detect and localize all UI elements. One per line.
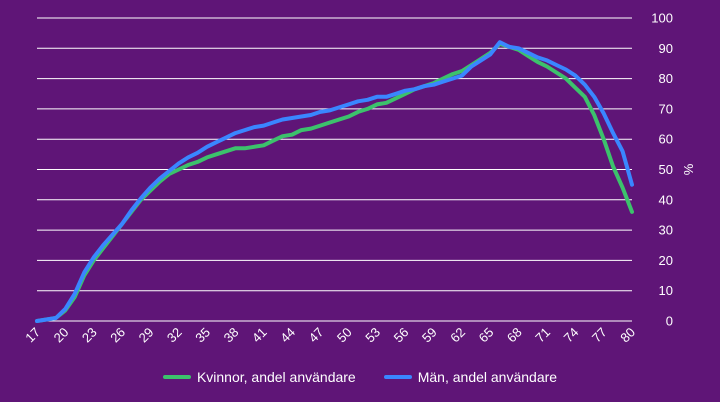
y-tick-label: 0 <box>666 314 673 329</box>
y-tick-label: 50 <box>659 162 673 177</box>
y-tick-label: 40 <box>659 192 673 207</box>
chart-legend: Kvinnor, andel användare Män, andel anvä… <box>0 369 720 385</box>
x-tick-label: 20 <box>51 325 72 346</box>
x-tick-label: 74 <box>561 325 582 346</box>
y-tick-label: 70 <box>659 101 673 116</box>
x-tick-label: 53 <box>362 325 383 346</box>
x-tick-label: 44 <box>277 325 298 346</box>
x-tick-label: 41 <box>249 325 270 346</box>
legend-swatch-women <box>162 375 191 379</box>
legend-label-men: Män, andel användare <box>417 369 558 385</box>
x-tick-label: 23 <box>79 325 100 346</box>
x-tick-label: 26 <box>107 325 128 346</box>
x-tick-label: 47 <box>306 325 327 346</box>
x-tick-label: 32 <box>164 325 185 346</box>
x-tick-label: 56 <box>391 325 412 346</box>
y-tick-label: 60 <box>659 132 673 147</box>
x-tick-label: 50 <box>334 325 355 346</box>
y-tick-label: 10 <box>659 283 673 298</box>
y-tick-label: 100 <box>651 11 673 26</box>
y-tick-label: 20 <box>659 253 673 268</box>
x-tick-label: 59 <box>419 325 440 346</box>
y-tick-label: 30 <box>659 223 673 238</box>
y-axis-label: % <box>681 163 696 175</box>
x-tick-label: 71 <box>532 325 553 346</box>
y-tick-label: 90 <box>659 41 673 56</box>
y-tick-label: 80 <box>659 71 673 86</box>
series-line-women <box>35 41 634 323</box>
x-tick-label: 68 <box>504 325 525 346</box>
x-tick-label: 62 <box>447 325 468 346</box>
x-tick-label: 35 <box>192 325 213 346</box>
x-tick-label: 77 <box>589 325 610 346</box>
x-tick-label: 17 <box>22 325 43 346</box>
x-tick-label: 38 <box>221 325 242 346</box>
legend-swatch-men <box>383 375 412 379</box>
x-tick-label: 80 <box>617 325 638 346</box>
legend-item-women: Kvinnor, andel användare <box>162 369 356 385</box>
legend-label-women: Kvinnor, andel användare <box>196 369 356 385</box>
x-tick-label: 29 <box>136 325 157 346</box>
series-line-men <box>35 40 634 323</box>
legend-item-men: Män, andel användare <box>383 369 558 385</box>
x-tick-label: 65 <box>476 325 497 346</box>
